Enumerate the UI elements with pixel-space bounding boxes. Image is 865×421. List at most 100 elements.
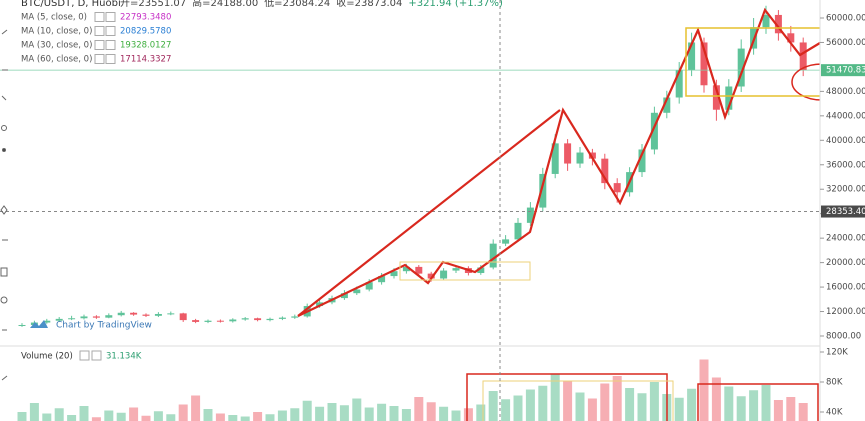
- volume-tick-label: 40K: [826, 407, 843, 417]
- candle-body: [638, 149, 646, 173]
- close-icon[interactable]: [105, 40, 116, 50]
- volume-bar: [724, 386, 734, 421]
- candle-body: [502, 239, 510, 244]
- drawings: [297, 7, 863, 421]
- settings-icon[interactable]: [94, 12, 105, 22]
- close-icon[interactable]: [91, 350, 102, 361]
- volume-bar: [649, 381, 659, 421]
- volume-bar: [91, 417, 101, 421]
- settings-icon[interactable]: [79, 350, 90, 361]
- volume-bar: [773, 399, 783, 421]
- y-tick-label: 60000.00: [826, 13, 865, 23]
- volume-bar: [476, 404, 486, 421]
- candle-body: [353, 289, 361, 294]
- candle-body: [452, 268, 460, 271]
- candle-body: [650, 112, 658, 150]
- tool-icon[interactable]: [0, 296, 8, 304]
- watermark-text[interactable]: Chart by TradingView: [56, 321, 152, 331]
- tool-icon[interactable]: [1, 95, 7, 101]
- volume-bar: [612, 375, 622, 421]
- close-icon[interactable]: [105, 12, 116, 22]
- tool-icon[interactable]: [2, 148, 6, 152]
- candle-body: [266, 318, 274, 321]
- symbol-title[interactable]: BTC/USDT, D, Huobi: [21, 0, 121, 9]
- settings-icon[interactable]: [94, 54, 105, 64]
- candle-body: [539, 173, 547, 208]
- candle-body: [799, 42, 807, 71]
- ohlc-value: 开=23551.07: [120, 0, 186, 9]
- close-icon[interactable]: [105, 54, 116, 64]
- tool-icon[interactable]: [0, 267, 8, 277]
- volume-bar: [575, 392, 585, 421]
- candle-body: [588, 152, 596, 159]
- volume-bar: [563, 380, 573, 421]
- candle-body: [291, 316, 299, 318]
- volume-bar: [116, 412, 126, 421]
- volume-bar: [401, 408, 411, 421]
- volume-bar: [426, 402, 436, 421]
- candle-body: [241, 318, 249, 320]
- volume-bar: [67, 414, 77, 421]
- indicator-name: MA (5, close, 0): [21, 13, 87, 23]
- y-tick-label: 32000.00: [826, 185, 865, 195]
- volume-bar: [166, 414, 176, 421]
- close-icon[interactable]: [105, 26, 116, 36]
- settings-icon[interactable]: [94, 40, 105, 50]
- volume-bar: [315, 406, 325, 421]
- candle-body: [378, 276, 386, 283]
- candle-body: [278, 317, 286, 319]
- candle-body: [663, 97, 671, 113]
- ohlc-value: 高=24188.00: [192, 0, 258, 9]
- volume-box: [482, 380, 674, 421]
- candle-body: [365, 282, 373, 290]
- volume-bar: [265, 414, 275, 421]
- volume-bar: [687, 388, 697, 421]
- volume-bar: [327, 402, 337, 421]
- volume-bar: [29, 402, 39, 421]
- last-price-tag: [821, 64, 865, 77]
- ohlc-value: 低=23084.24: [264, 0, 330, 9]
- tool-icon[interactable]: [1, 125, 7, 131]
- volume-bar: [191, 395, 201, 421]
- settings-icon[interactable]: [94, 26, 105, 36]
- volume-bar: [215, 413, 225, 421]
- volume-tick-label: 120K: [826, 347, 848, 357]
- volume-title: Volume (20): [21, 352, 73, 362]
- volume-value: 31.134K: [106, 352, 142, 362]
- volume-bar: [277, 410, 287, 421]
- volume-bar: [711, 377, 721, 421]
- y-tick-label: 16000.00: [826, 283, 865, 293]
- candle-body: [179, 313, 187, 321]
- tool-icon[interactable]: [0, 205, 8, 215]
- y-tick-label: 44000.00: [826, 111, 865, 121]
- volume-bar: [501, 399, 511, 421]
- tool-icon[interactable]: [1, 29, 8, 35]
- volume-tick-label: 80K: [826, 377, 843, 387]
- volume-bar: [377, 403, 387, 421]
- volume-bar: [203, 408, 213, 421]
- ohlc-value: 收=23873.04: [336, 0, 402, 9]
- indicator-name: MA (30, close, 0): [21, 41, 92, 51]
- indicator-legend: MA (5, close, 0) 22793.3480 MA (10, close,…: [21, 12, 171, 65]
- indicator-value: 20829.5780: [120, 27, 171, 37]
- candle-body: [254, 318, 262, 321]
- candle-body: [92, 316, 100, 318]
- candle-body: [80, 316, 88, 319]
- volume-bar: [240, 416, 250, 421]
- candle-body: [402, 266, 410, 272]
- candle-body: [204, 320, 212, 322]
- tool-icon[interactable]: [1, 375, 8, 381]
- candle-body: [216, 320, 224, 322]
- highlight-box: [399, 261, 531, 281]
- volume-bar: [786, 396, 796, 421]
- volume-bar: [699, 359, 709, 421]
- plot: [0, 5, 820, 421]
- volume-bar: [290, 408, 300, 421]
- candle-body: [390, 271, 398, 277]
- candle-body: [564, 143, 572, 164]
- volume-bar: [253, 411, 263, 421]
- candle-body: [514, 222, 522, 240]
- logo: [30, 320, 48, 328]
- trend-drawing: [297, 7, 859, 317]
